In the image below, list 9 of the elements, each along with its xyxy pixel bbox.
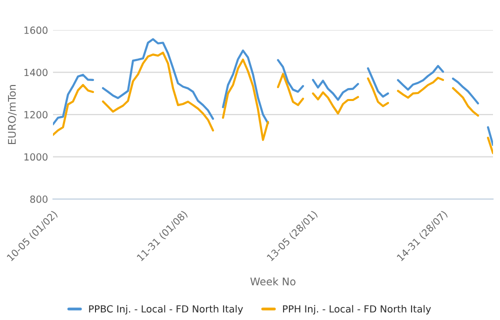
y-axis-title: EURO/mTon: [8, 85, 17, 144]
legend-label: PPH Inj. - Local - FD North Italy: [283, 305, 431, 314]
y-tick-label: 800: [30, 196, 48, 203]
y-tick-label: 1000: [24, 153, 48, 161]
y-tick-label: 1400: [24, 68, 48, 76]
y-tick-label: 1600: [24, 26, 48, 34]
legend-label: PPBC Inj. - Local - FD North Italy: [89, 305, 243, 314]
y-tick-label: 1200: [24, 111, 48, 118]
x-axis-title: Week No: [250, 277, 296, 286]
